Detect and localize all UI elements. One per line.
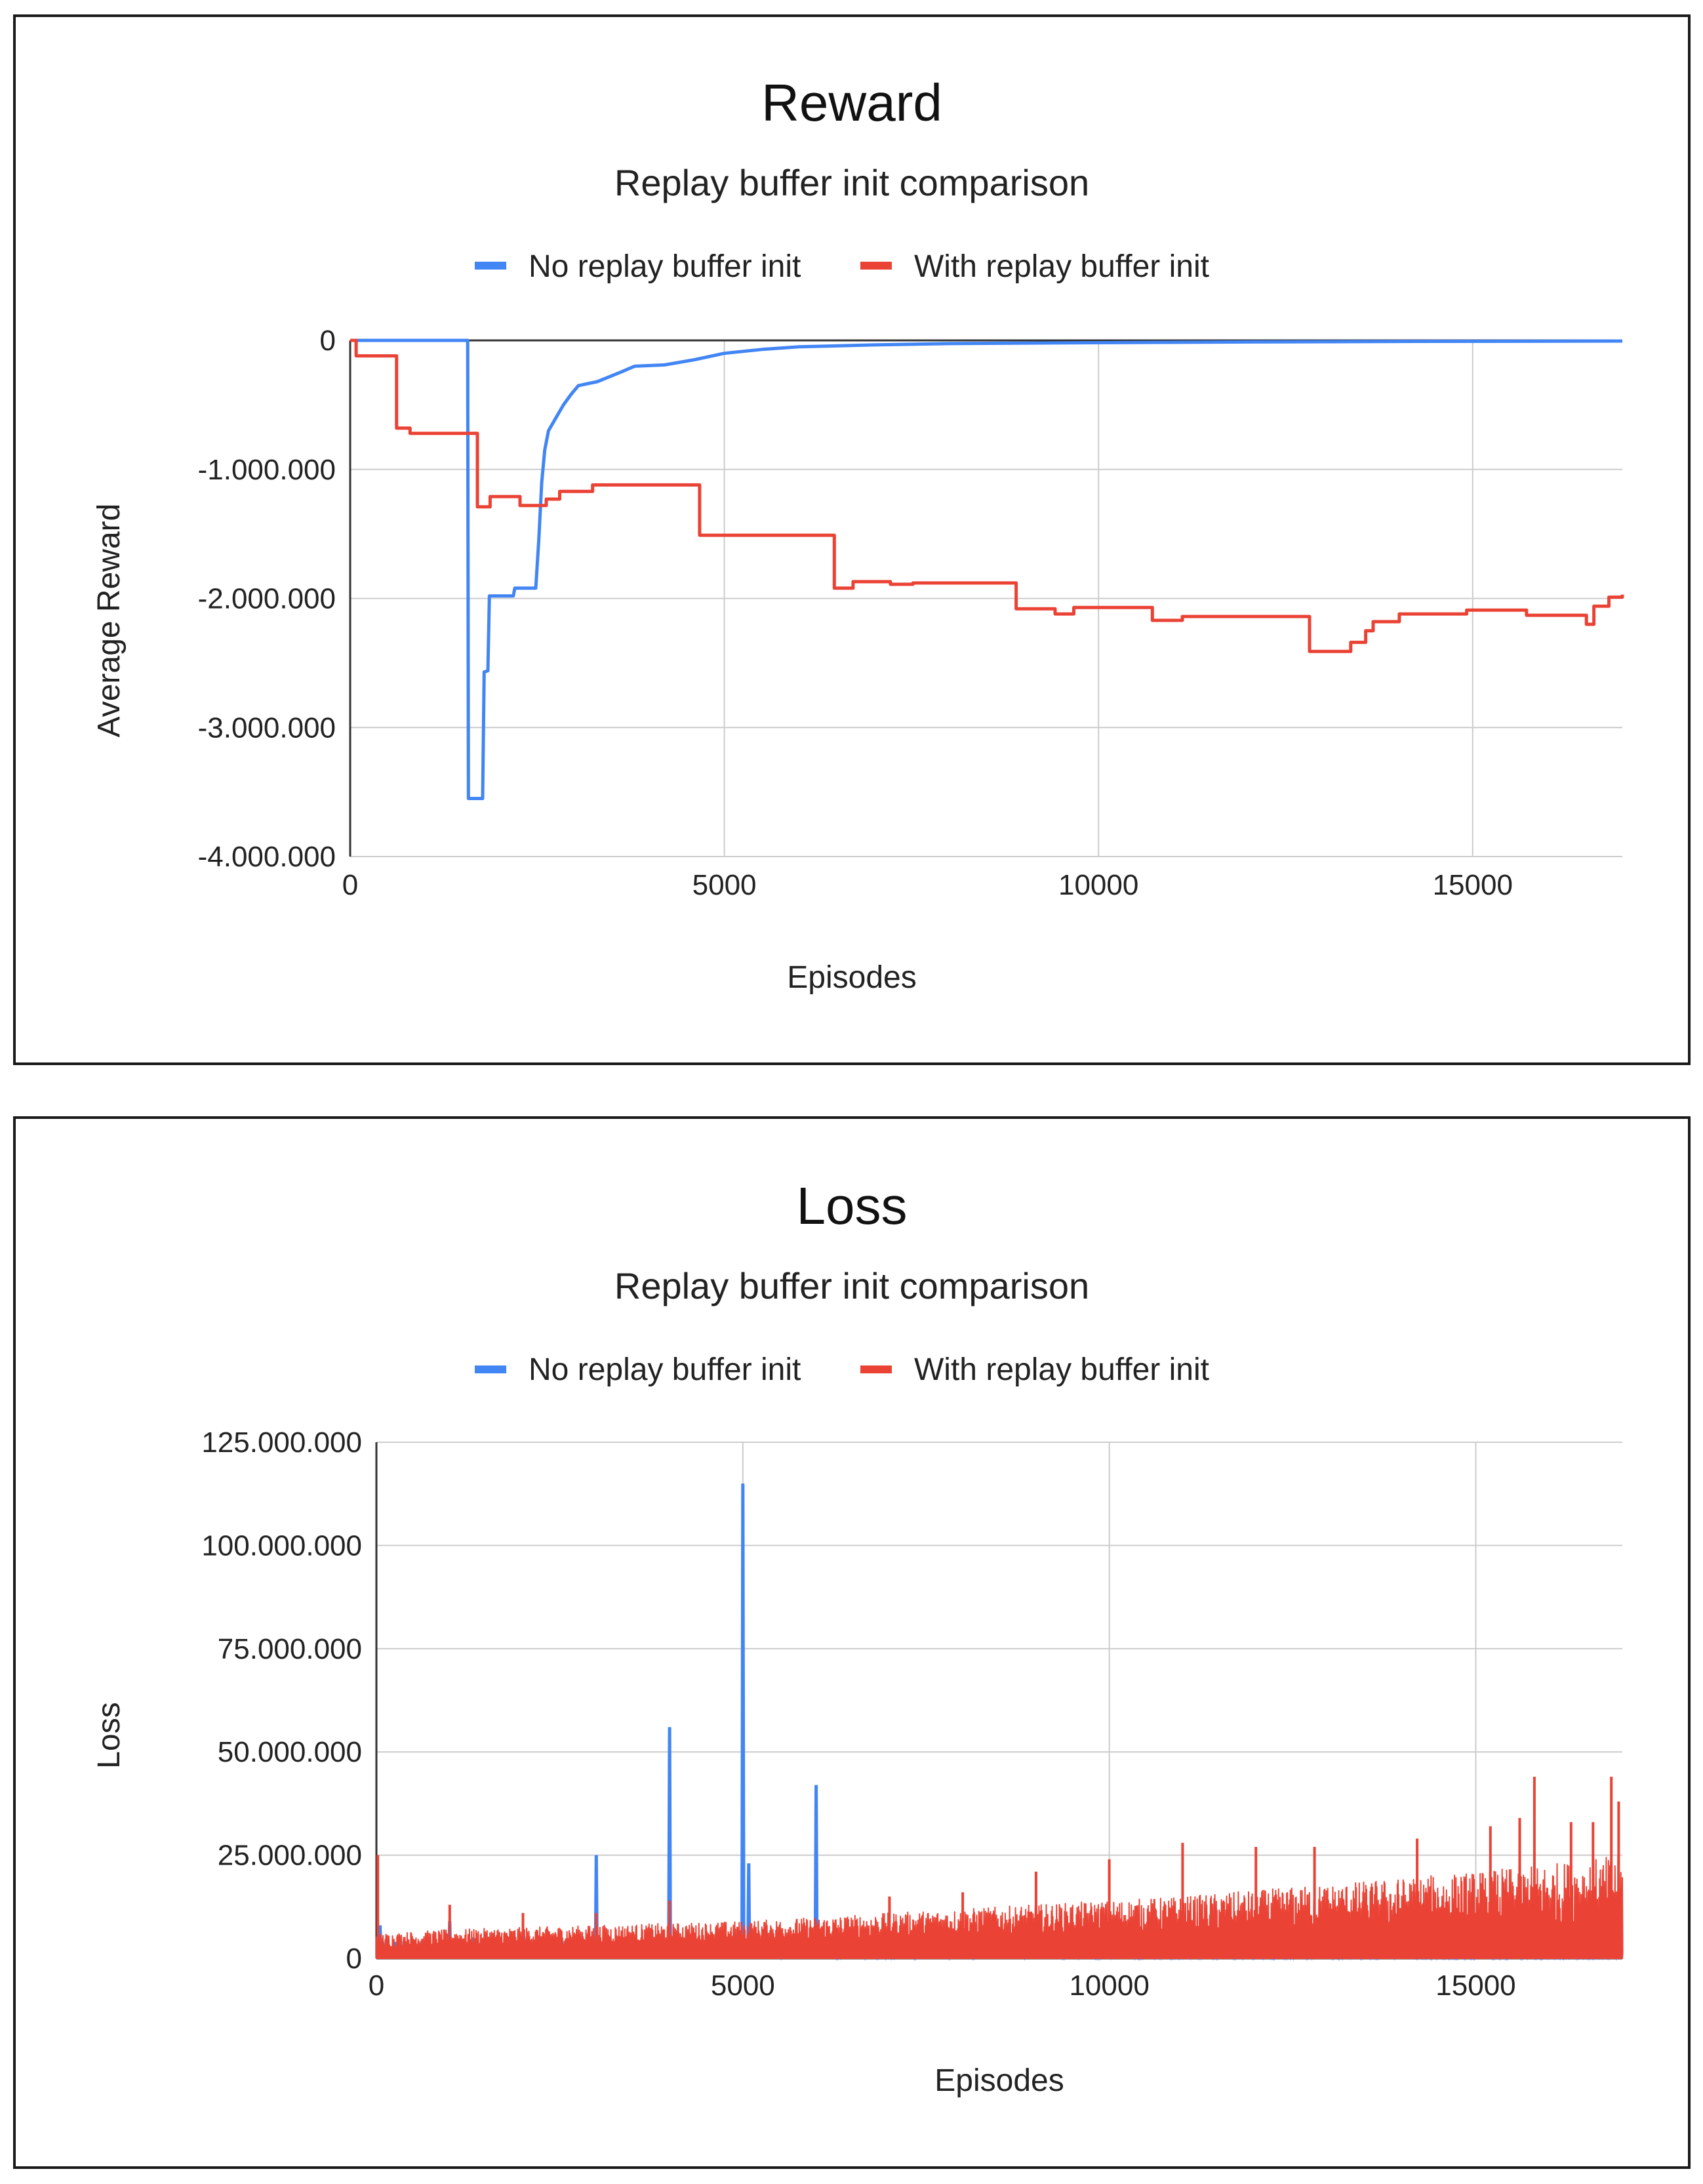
x-tick-labels: 0 5000 10000 15000: [342, 869, 1513, 901]
legend: No replay buffer init With replay buffer…: [475, 1352, 1209, 1387]
spike-no-init: [813, 1785, 819, 1959]
x-tick-label: 15000: [1433, 869, 1513, 901]
y-tick-label: 125.000.000: [201, 1426, 362, 1459]
reward-chart: Reward Replay buffer init comparison No …: [92, 73, 1624, 995]
legend-swatch-with-init: [860, 1365, 892, 1373]
reward-chart-panel: Reward Replay buffer init comparison No …: [13, 14, 1691, 1065]
grid: [376, 1442, 1622, 1958]
chart-subtitle: Replay buffer init comparison: [614, 162, 1089, 203]
legend: No replay buffer init With replay buffer…: [475, 249, 1209, 284]
loss-chart: Loss Replay buffer init comparison No re…: [92, 1177, 1624, 2098]
series-line-with-init: [350, 338, 1624, 653]
x-axis-label: Episodes: [787, 960, 916, 995]
series-line-no-init: [350, 338, 1623, 800]
legend-swatch-no-init: [475, 262, 506, 270]
y-tick-label: 25.000.000: [218, 1840, 362, 1872]
x-tick-label: 10000: [1069, 1970, 1149, 2002]
axes: [375, 1442, 1622, 1960]
legend-label-no-init: No replay buffer init: [529, 249, 801, 284]
series-line-with-init: [376, 1855, 1624, 1959]
x-tick-label: 5000: [692, 869, 757, 901]
loss-chart-panel: Loss Replay buffer init comparison No re…: [13, 1116, 1691, 2169]
legend-swatch-no-init: [475, 1365, 506, 1373]
y-tick-label: -1.000.000: [198, 454, 336, 486]
y-tick-label: 50.000.000: [218, 1736, 362, 1768]
series: [350, 338, 1624, 800]
chart-title: Reward: [761, 73, 942, 132]
y-tick-label: 0: [320, 325, 336, 357]
chart-subtitle: Replay buffer init comparison: [614, 1265, 1089, 1306]
y-tick-labels: 0 -1.000.000 -2.000.000 -3.000.000 -4.000.00…: [198, 325, 336, 873]
y-tick-labels: 0 25.000.000 50.000.000 75.000.000 100.000.0…: [201, 1426, 362, 1975]
series: [376, 1483, 1624, 1961]
x-tick-label: 5000: [711, 1970, 775, 2002]
y-tick-label: -3.000.000: [198, 712, 336, 744]
y-tick-label: 75.000.000: [218, 1633, 362, 1665]
spike-no-init: [667, 1727, 672, 1959]
legend-label-with-init: With replay buffer init: [914, 249, 1209, 284]
y-tick-label: -4.000.000: [198, 841, 336, 873]
spike-no-init: [740, 1483, 746, 1959]
y-tick-label: -2.000.000: [198, 583, 336, 615]
y-axis-label: Average Reward: [92, 504, 127, 738]
legend-label-with-init: With replay buffer init: [914, 1352, 1209, 1387]
y-tick-label: 0: [346, 1943, 362, 1975]
x-tick-label: 0: [369, 1970, 384, 2002]
grid: [350, 340, 1622, 857]
chart-title: Loss: [797, 1177, 908, 1235]
x-tick-label: 10000: [1058, 869, 1138, 901]
x-tick-label: 15000: [1435, 1970, 1515, 2002]
x-axis-label: Episodes: [934, 2063, 1064, 2098]
legend-swatch-with-init: [860, 262, 892, 270]
y-tick-label: 100.000.000: [201, 1529, 362, 1562]
x-tick-label: 0: [342, 869, 358, 901]
y-axis-label: Loss: [92, 1702, 127, 1768]
legend-label-no-init: No replay buffer init: [529, 1352, 801, 1387]
x-tick-labels: 0 5000 10000 15000: [369, 1970, 1516, 2002]
